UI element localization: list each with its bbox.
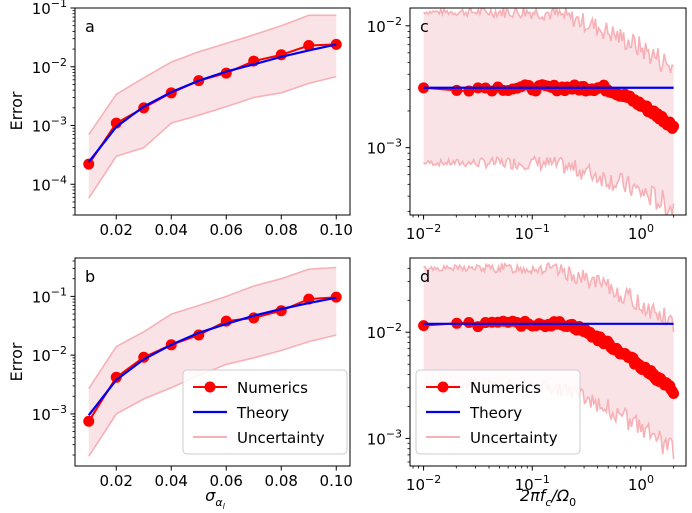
panel-c-plot [418, 8, 680, 215]
panel-a-frame [74, 7, 351, 216]
panel-c-numerics-point [451, 84, 463, 96]
panel-b-xtick-label: 0.06 [210, 472, 243, 490]
panel-d-xtick-label: 10−1 [515, 473, 550, 494]
legend-label-theory: Theory [236, 404, 289, 422]
panel-a-ytick-label: 10−3 [32, 115, 67, 136]
panel-c-xtick-label: 10−1 [515, 222, 550, 243]
panel-a-numerics-point [83, 158, 95, 170]
legend-label-theory: Theory [469, 404, 522, 422]
panel-b-xtick-label: 0.10 [320, 472, 353, 490]
legend-label-uncertainty: Uncertainty [470, 429, 558, 447]
panel-c-xtick-label: 100 [628, 222, 654, 243]
panel-c-ytick-label: 10−2 [367, 15, 402, 36]
panel-b-uncertainty-upper [88, 266, 337, 390]
panel-c-uncertainty-band [423, 8, 674, 215]
legend-label-numerics: Numerics [237, 379, 308, 397]
panel-d-frame [409, 257, 687, 467]
panel-d-plot [418, 261, 680, 460]
panel-c-letter: c [420, 17, 429, 36]
panel-c-uncertainty-upper [422, 8, 674, 74]
panel-d-uncertainty-band [423, 263, 674, 460]
panel-a: a Error 10−4 10−3 10−2 10−1 0.02 0.04 0.06 0.08… [7, 0, 353, 239]
panel-c-ytick-label: 10−3 [367, 137, 402, 158]
panel-a-xtick-label: 0.08 [265, 221, 298, 239]
panel-a-uncertainty-band [88, 15, 337, 199]
panel-b-ytick-label: 10−1 [32, 285, 67, 306]
panel-b-numerics-point [330, 291, 342, 303]
panel-b-letter: b [85, 267, 95, 286]
panel-b-legend: Numerics Theory Uncertainty [182, 369, 348, 455]
panel-a-uncertainty-upper [88, 14, 337, 136]
panel-c-frame [409, 7, 687, 216]
panel-a-xtick-label: 0.10 [320, 221, 353, 239]
panel-d-numerics-point [463, 317, 475, 329]
panel-b-frame [74, 257, 351, 467]
panel-a-ytick-label: 10−1 [32, 0, 67, 18]
panel-d-ytick-label: 10−2 [367, 321, 402, 342]
panel-a-ytick-label: 10−2 [32, 56, 67, 77]
legend-frame [415, 369, 581, 455]
legend-marker-numerics [437, 381, 449, 393]
panel-b-xtick-label: 0.08 [265, 472, 298, 490]
panel-a-xtick-label: 0.06 [210, 221, 243, 239]
panel-d-ticks: 10−3 10−2 10−2 10−1 100 [367, 267, 675, 494]
panel-d-numerics-point [668, 388, 680, 400]
panel-c-uncertainty-lower [423, 154, 675, 215]
panel-b-ytick-label: 10−3 [32, 403, 67, 424]
panel-d-letter: d [420, 267, 430, 286]
panel-a-xtick-label: 0.02 [100, 221, 133, 239]
panel-a-xtick-label: 0.04 [155, 221, 188, 239]
panel-b-ticks: 10−3 10−2 10−1 0.02 0.04 0.06 0.08 0.10 [32, 260, 353, 490]
panel-b-theory-line [87, 296, 337, 416]
panel-b-plot [83, 266, 342, 457]
panel-c-numerics-point [668, 120, 680, 132]
legend-label-numerics: Numerics [470, 379, 541, 397]
panel-c-xtick-label: 10−2 [406, 222, 441, 243]
panel-c: c 10−3 10−2 10−2 10−1 100 [367, 7, 687, 243]
panel-b-ytick-label: 10−2 [32, 344, 67, 365]
legend-label-uncertainty: Uncertainty [237, 429, 325, 447]
panel-d: d 10−3 10−2 10−2 10−1 100 2πfc/Ω0 Numerics Th… [367, 257, 687, 509]
legend-marker-numerics [204, 381, 216, 393]
panel-c-ticks: 10−3 10−2 10−2 10−1 100 [367, 15, 675, 243]
panel-d-xlabel: 2πfc/Ω0 [520, 486, 576, 509]
panel-a-ylabel: Error [7, 91, 26, 130]
panel-d-legend: Numerics Theory Uncertainty [415, 369, 581, 455]
panel-a-numerics-point [303, 40, 315, 52]
panel-a-uncertainty-lower [88, 75, 337, 199]
panel-b-xlabel: σαl [205, 486, 225, 511]
panel-b-numerics-point [110, 371, 122, 383]
panel-d-ytick-label: 10−3 [367, 427, 402, 448]
panel-a-ytick-label: 10−4 [32, 173, 67, 194]
panel-b-uncertainty-band [88, 267, 337, 457]
panel-d-uncertainty-upper [423, 261, 675, 333]
panel-a-letter: a [85, 17, 95, 36]
panel-d-xtick-label: 100 [628, 473, 654, 494]
panel-a-plot [83, 14, 342, 199]
panel-d-xtick-label: 10−2 [406, 473, 441, 494]
panel-a-ticks: 10−4 10−3 10−2 10−1 0.02 0.04 0.06 0.08 0.10 [32, 0, 353, 239]
panel-d-numerics-point [418, 320, 430, 332]
panel-b-numerics-point [83, 415, 95, 427]
panel-b-xtick-label: 0.02 [100, 472, 133, 490]
legend-frame [182, 369, 348, 455]
panel-b-ylabel: Error [7, 342, 26, 381]
panel-b-xtick-label: 0.04 [155, 472, 188, 490]
panel-b: b Error 10−3 10−2 10−1 0.02 0.04 0.06 0.08 0.10… [7, 257, 353, 511]
panel-a-theory-line [87, 43, 337, 163]
